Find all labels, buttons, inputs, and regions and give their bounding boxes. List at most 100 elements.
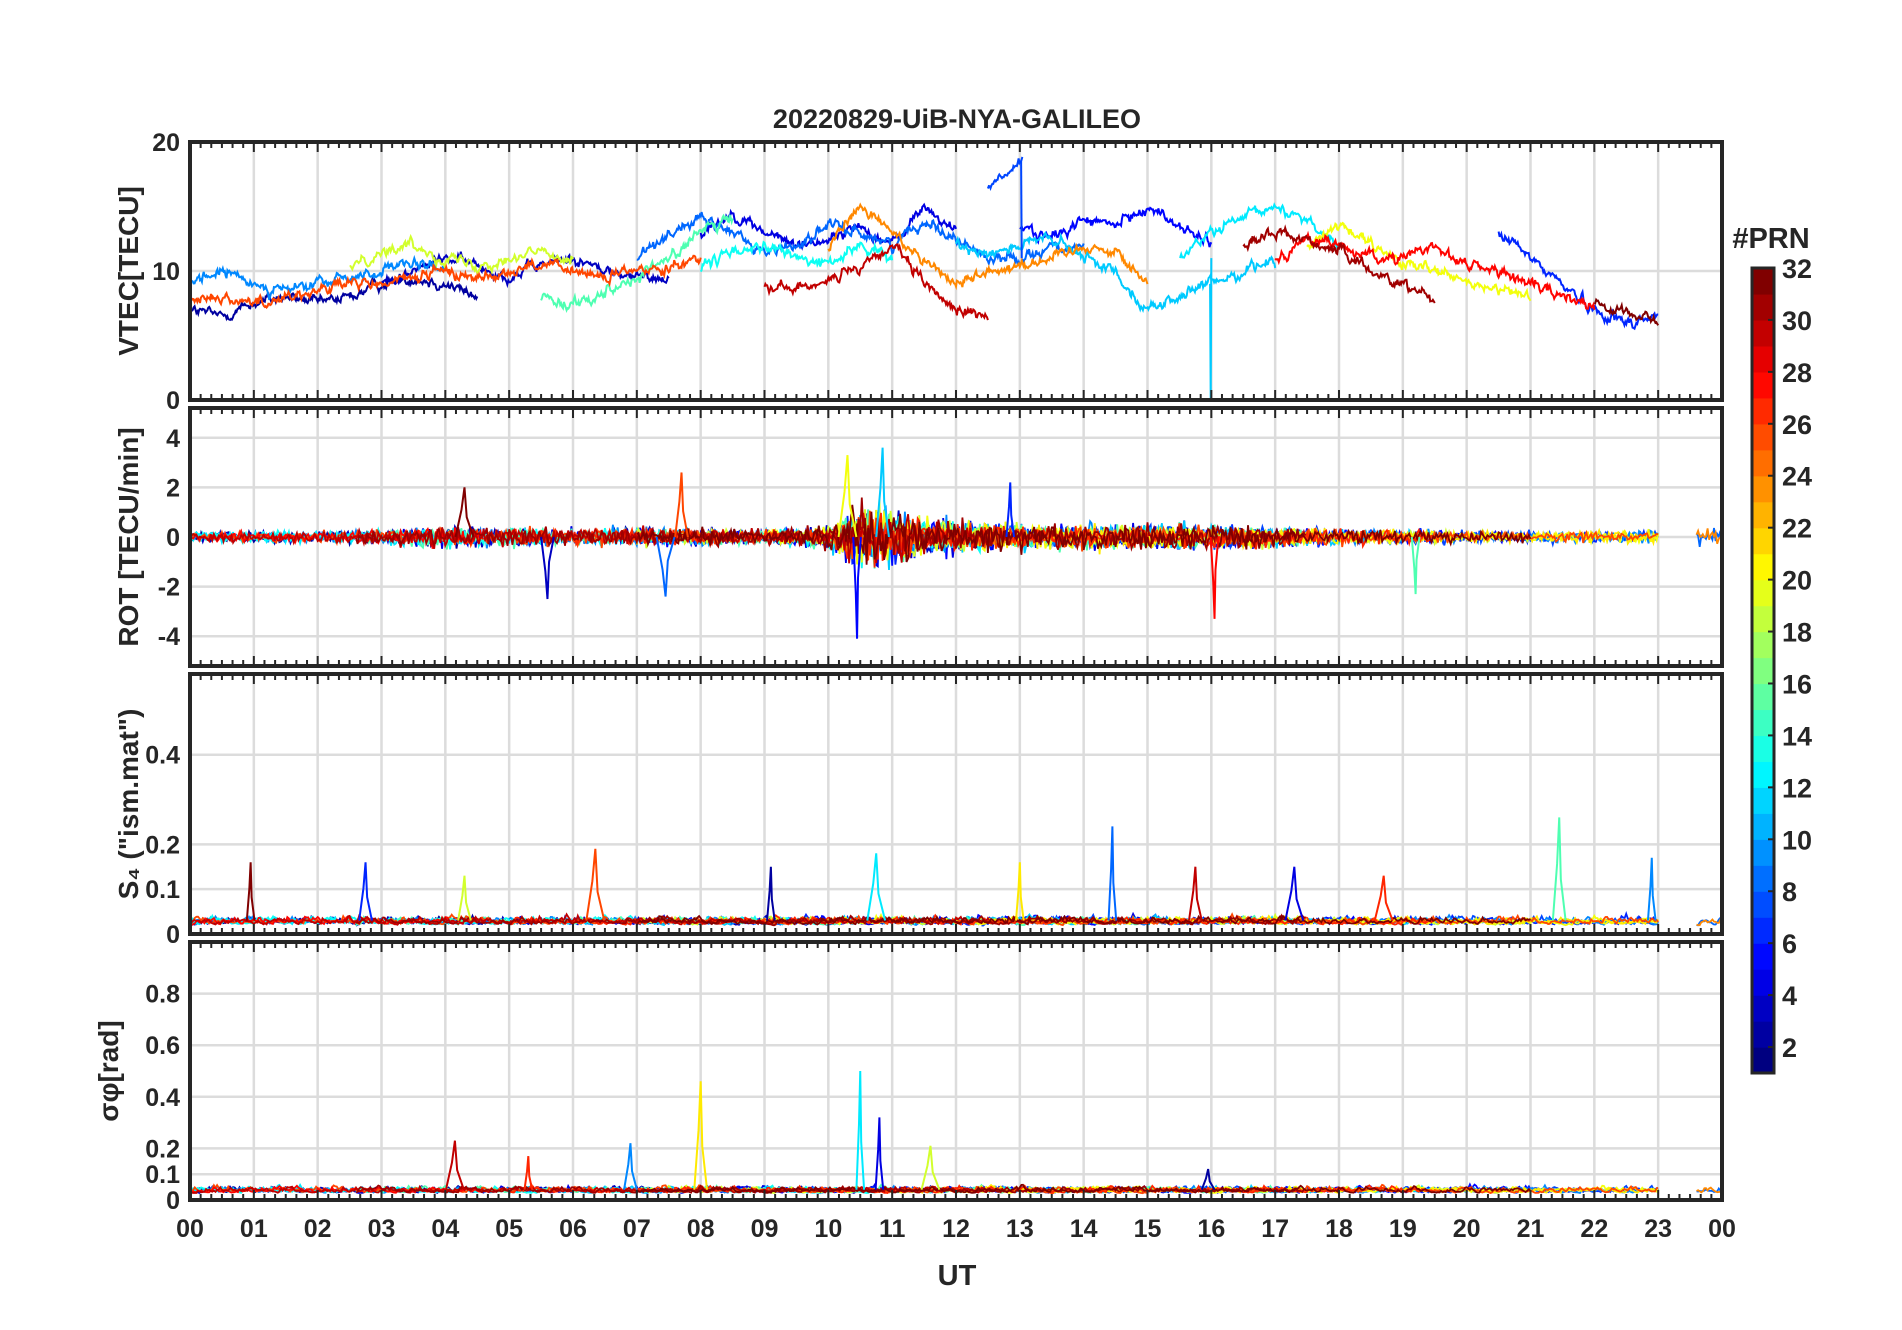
colorbar-segment	[1752, 605, 1774, 633]
colorbar-segment	[1752, 813, 1774, 840]
peak-mark	[1373, 875, 1394, 921]
x-tick-label: 03	[368, 1215, 396, 1243]
colorbar-tick-label: 18	[1782, 618, 1812, 648]
colorbar-segment	[1752, 787, 1774, 814]
colorbar-segment	[1752, 423, 1774, 451]
colorbar-segment	[1752, 657, 1774, 685]
panel-3-data	[190, 817, 1722, 927]
peak-mark	[454, 487, 475, 538]
peak-mark	[655, 536, 676, 597]
vtec-series-prn24	[827, 202, 1149, 291]
panel-2: -4 -2 0 2 4 ROT [TECU/min]	[113, 406, 1724, 668]
vtec-series-prn19	[349, 233, 574, 276]
vtec-series-prn13	[699, 240, 894, 273]
peak-mark	[693, 1081, 709, 1190]
x-tick-label: 17	[1261, 1215, 1289, 1243]
x-tick-labels: 00 01 02 03 04 05 06 07 08 09 10 11 12 13 14 15 16 17 18 19…	[176, 1215, 1736, 1243]
peak-mark	[245, 862, 256, 921]
colorbar-tick-label: 22	[1782, 514, 1812, 544]
colorbar-segment	[1752, 943, 1774, 970]
y-tick-label: 0.2	[145, 1135, 180, 1163]
colorbar-segment	[1752, 397, 1774, 425]
peak-mark	[766, 866, 776, 921]
peak-mark	[1188, 866, 1203, 921]
colorbar-label: #PRN	[1732, 223, 1809, 255]
x-tick-label: 00	[176, 1215, 204, 1243]
colorbar-segment	[1752, 891, 1774, 918]
y-tick-label: 10	[152, 258, 180, 286]
colorbar-segment	[1752, 579, 1774, 607]
colorbar-segment	[1752, 1047, 1774, 1074]
peak-mark	[457, 875, 472, 921]
x-axis-label: UT	[938, 1260, 977, 1292]
x-tick-label: 21	[1517, 1215, 1545, 1243]
peak-mark	[674, 472, 689, 538]
peak-mark	[1200, 1168, 1216, 1191]
series-prn24	[1695, 528, 1722, 545]
peak-mark	[875, 447, 890, 538]
y-tick-label: 20	[152, 129, 180, 157]
panel-3: 0 0.1 0.2 0.4S₄ ("ism.mat")	[113, 672, 1724, 949]
x-tick-label: 12	[942, 1215, 970, 1243]
colorbar-segment	[1752, 449, 1774, 477]
peak-mark	[920, 1145, 941, 1191]
x-tick-label: 04	[431, 1215, 459, 1243]
vtec-series-prn7	[986, 156, 1024, 192]
x-tick-label: 18	[1325, 1215, 1353, 1243]
colorbar-tick-label: 16	[1782, 669, 1812, 699]
x-tick-label: 11	[879, 1215, 906, 1243]
series-prn24	[1696, 918, 1722, 927]
x-tick-label: 05	[495, 1215, 523, 1243]
colorbar-tick-label: 8	[1782, 877, 1797, 907]
y-tick-label: 0	[166, 524, 180, 552]
colorbar-tick-label: 20	[1782, 566, 1812, 596]
colorbar-segment	[1752, 839, 1774, 866]
y-tick-label: -4	[158, 623, 180, 651]
x-tick-label: 14	[1070, 1215, 1098, 1243]
y-tick-label: 0.1	[145, 876, 180, 904]
y-tick-label: 0.4	[145, 742, 180, 770]
peak-mark	[1209, 536, 1220, 619]
vtec-series-prn11	[955, 231, 1277, 314]
peak-mark	[1551, 817, 1567, 921]
colorbar-segment	[1752, 995, 1774, 1022]
panel-frame	[188, 940, 1724, 1202]
vtec-jump-mark	[1020, 161, 1023, 259]
vtec-series-prn30	[763, 243, 989, 321]
colorbar-segment	[1752, 709, 1774, 737]
colorbar-segment	[1752, 371, 1774, 399]
colorbar-segment	[1752, 319, 1774, 347]
peak-mark	[523, 1156, 534, 1190]
panel-frame	[188, 406, 1724, 668]
colorbar-tick-label: 28	[1782, 358, 1812, 388]
colorbar-segment	[1752, 1021, 1774, 1048]
y-tick-label: 2	[166, 474, 180, 502]
x-tick-label: 07	[623, 1215, 651, 1243]
vtec-series-prn9	[190, 254, 447, 300]
vtec-series-prn2	[190, 273, 479, 322]
peak-mark	[623, 1143, 638, 1190]
x-tick-label: 15	[1134, 1215, 1162, 1243]
x-tick-label: 16	[1197, 1215, 1225, 1243]
colorbar-tick-label: 24	[1782, 462, 1812, 492]
y-tick-label: 0.2	[145, 831, 180, 859]
y-tick-label: 4	[166, 425, 180, 453]
series-prn32	[636, 914, 1531, 926]
colorbar-frame	[1750, 266, 1776, 1075]
peak-mark	[866, 853, 887, 921]
y-tick-label: -2	[158, 574, 180, 602]
peak-mark	[444, 1140, 465, 1191]
peak-mark	[855, 1070, 866, 1190]
panel-frame	[188, 140, 1724, 402]
vtec-series-prn5	[1019, 206, 1213, 248]
vtec-series-prn12	[1179, 202, 1340, 259]
x-tick-label: 22	[1580, 1215, 1608, 1243]
colorbar-segment	[1752, 735, 1774, 762]
colorbar-segment	[1752, 268, 1774, 295]
colorbar-segment	[1752, 683, 1774, 711]
series-prn32	[636, 504, 1532, 565]
vtec-series-prn32	[1593, 297, 1660, 326]
x-tick-label: 13	[1006, 1215, 1034, 1243]
